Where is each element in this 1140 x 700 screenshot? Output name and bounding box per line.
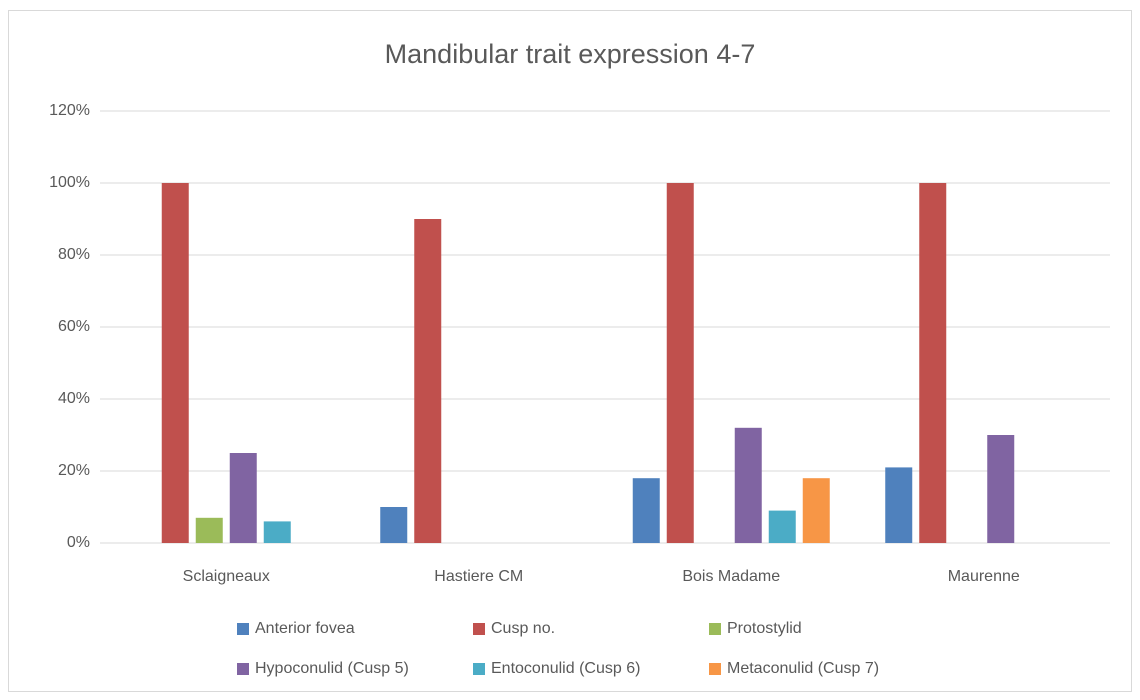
bar	[380, 507, 408, 543]
legend-label: Entoconulid (Cusp 6)	[491, 660, 640, 677]
legend-swatch	[709, 623, 721, 635]
y-tick-label: 80%	[58, 246, 90, 263]
legend-label: Metaconulid (Cusp 7)	[727, 660, 879, 677]
x-tick-label: Hastiere CM	[434, 568, 523, 585]
legend-label: Anterior fovea	[255, 620, 355, 637]
x-tick-label: Bois Madame	[682, 568, 780, 585]
legend-label: Cusp no.	[491, 620, 555, 637]
bar	[229, 453, 257, 543]
bar	[919, 183, 947, 543]
legend-label: Hypoconulid (Cusp 5)	[255, 660, 409, 677]
legend-swatch	[473, 623, 485, 635]
chart-title: Mandibular trait expression 4-7	[385, 39, 756, 69]
y-tick-label: 20%	[58, 462, 90, 479]
bar	[802, 478, 830, 543]
bar	[195, 517, 223, 543]
y-tick-label: 40%	[58, 390, 90, 407]
bar	[987, 435, 1015, 543]
legend-swatch	[473, 663, 485, 675]
x-tick-label: Sclaigneaux	[183, 568, 270, 585]
legend-swatch	[237, 663, 249, 675]
bar	[885, 467, 913, 543]
bar	[632, 478, 660, 543]
y-tick-label: 0%	[67, 534, 90, 551]
bar	[768, 510, 796, 543]
legend-swatch	[709, 663, 721, 675]
bar	[734, 427, 762, 543]
legend-swatch	[237, 623, 249, 635]
bar	[161, 183, 189, 543]
y-tick-label: 120%	[49, 102, 90, 119]
y-tick-label: 100%	[49, 174, 90, 191]
y-tick-label: 60%	[58, 318, 90, 335]
x-tick-label: Maurenne	[948, 568, 1020, 585]
bar	[263, 521, 291, 543]
bar	[414, 219, 442, 543]
bar	[666, 183, 694, 543]
legend-label: Protostylid	[727, 620, 802, 637]
